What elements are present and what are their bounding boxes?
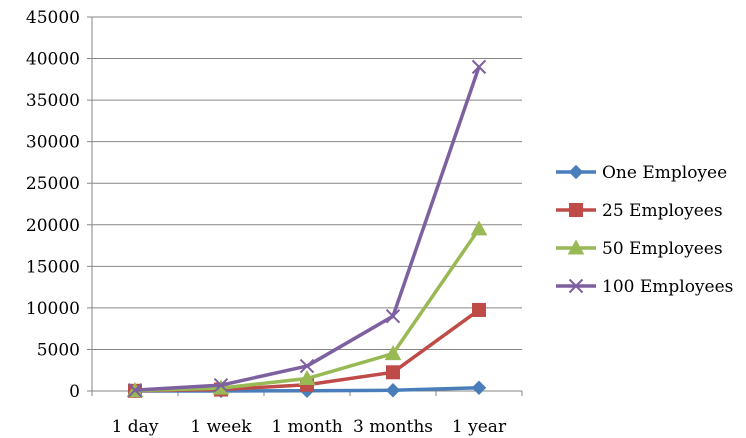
data-point-100-employees-stroke — [385, 308, 401, 324]
y-tick-label: 10000 — [26, 299, 80, 319]
data-point-50-employees — [470, 220, 488, 236]
x-tick-label: 1 month — [271, 417, 342, 437]
y-tick-label: 20000 — [26, 216, 80, 236]
gridlines — [92, 16, 522, 350]
legend-marker — [569, 203, 583, 217]
data-point-100-employees — [471, 59, 487, 75]
legend-marker — [568, 164, 584, 180]
x-tick-label: 1 week — [190, 417, 252, 437]
legend-label: 50 Employees — [602, 239, 723, 259]
series-lines — [126, 59, 488, 399]
x-axis-tick-labels: 1 day 1 week 1 month 3 months 1 year — [112, 417, 507, 437]
data-point-100-employees — [213, 377, 229, 393]
data-point-100-employees — [127, 382, 143, 398]
data-point-100-employees — [385, 308, 401, 324]
legend-marker — [568, 278, 584, 294]
legend-entry-25-employees: 25 Employees — [556, 201, 723, 221]
data-point-100-employees-stroke — [471, 59, 487, 75]
legend-marker — [567, 239, 585, 255]
y-tick-label: 0 — [69, 382, 80, 402]
axes — [87, 16, 523, 396]
y-tick-label: 45000 — [26, 8, 80, 28]
y-tick-label: 25000 — [26, 174, 80, 194]
legend-entry-50-employees: 50 Employees — [556, 239, 723, 259]
legend-label: One Employee — [602, 163, 727, 183]
data-point-100-employees — [299, 358, 315, 374]
y-tick-label: 40000 — [26, 50, 80, 70]
y-tick-label: 30000 — [26, 133, 80, 153]
legend-entry-one-employee: One Employee — [556, 163, 727, 183]
data-point-50-employees — [212, 379, 230, 395]
data-point-100-employees-stroke — [299, 358, 315, 374]
series-line-100-employees — [134, 66, 481, 392]
data-point-one-employee — [471, 380, 487, 395]
x-tick-label: 3 months — [353, 417, 433, 437]
legend-marker-stroke — [568, 278, 584, 294]
data-point-one-employee — [385, 383, 401, 398]
legend-label: 25 Employees — [602, 201, 723, 221]
data-point-25-employees — [386, 365, 400, 380]
legend-entry-100-employees: 100 Employees — [556, 277, 733, 297]
data-point-50-employees — [298, 370, 316, 386]
y-tick-label: 35000 — [26, 91, 80, 111]
y-axis-tick-labels: 0 5000 10000 15000 20000 25000 30000 35000 40000… — [26, 8, 80, 402]
legend-label: 100 Employees — [602, 277, 733, 297]
data-point-50-employees — [384, 345, 402, 361]
x-tick-label: 1 year — [452, 417, 507, 437]
data-point-25-employees — [472, 302, 486, 317]
data-point-100-employees-stroke — [127, 382, 143, 398]
y-tick-label: 15000 — [26, 257, 80, 277]
series-50-employees — [126, 220, 488, 398]
series-100-employees — [127, 59, 487, 398]
y-tick-label: 5000 — [37, 340, 80, 360]
legend: One Employee 25 Employees 50 Employees 100 … — [556, 163, 733, 297]
data-point-100-employees-stroke — [213, 377, 229, 393]
x-tick-label: 1 day — [112, 417, 159, 437]
